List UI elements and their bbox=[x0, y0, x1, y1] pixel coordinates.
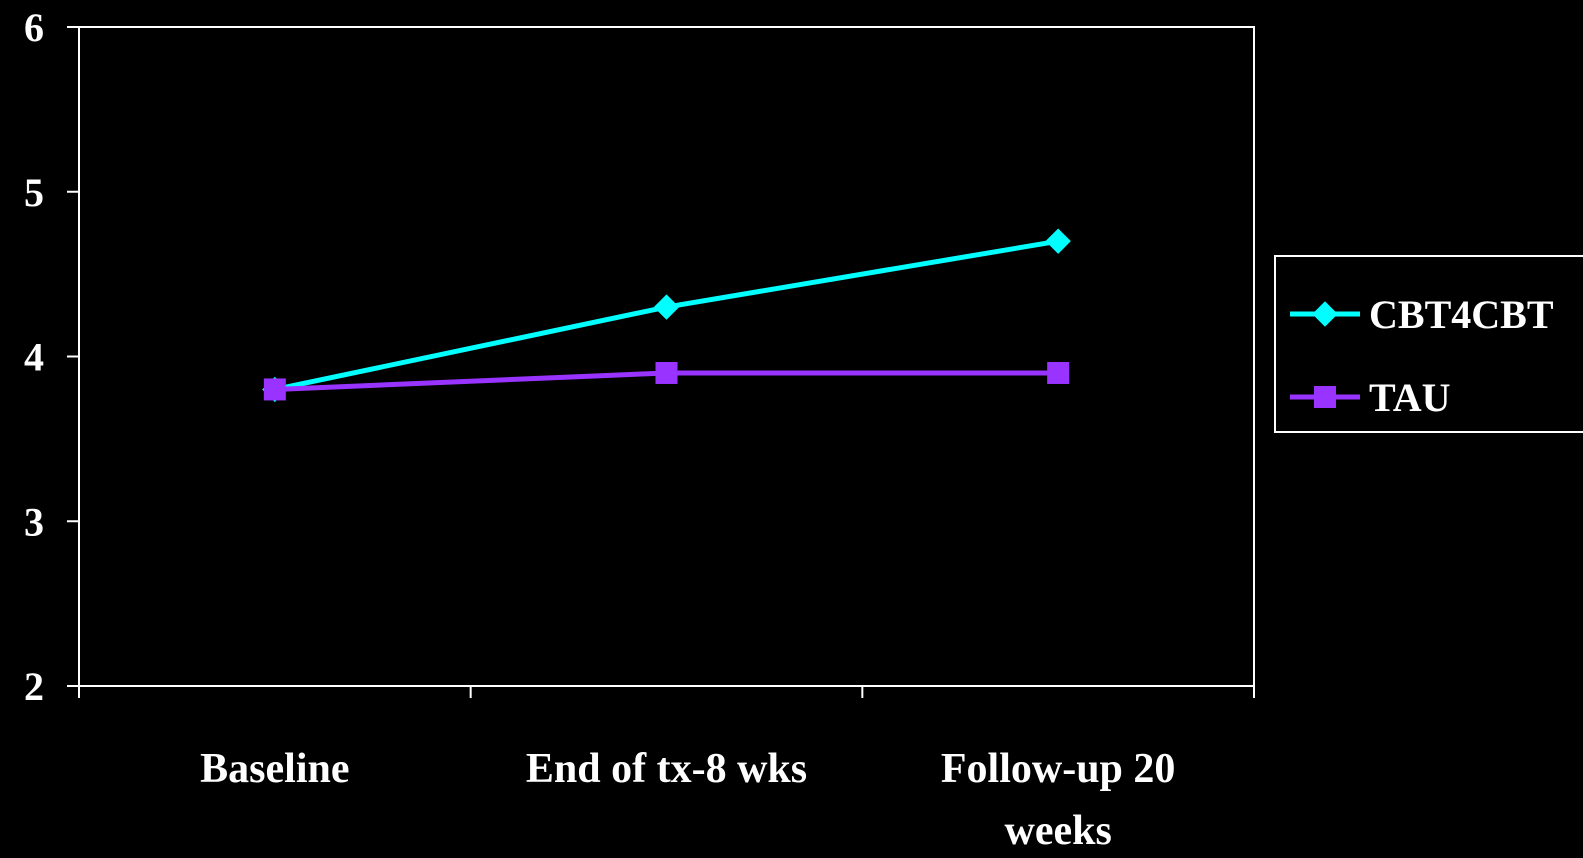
data-point-marker bbox=[1045, 228, 1071, 254]
y-tick-label: 6 bbox=[24, 5, 44, 50]
x-category-label: Baseline bbox=[200, 746, 349, 792]
legend: CBT4CBT TAU bbox=[1274, 255, 1583, 433]
y-tick-label: 4 bbox=[24, 335, 44, 380]
x-category-label-line: Follow-up 20 bbox=[941, 746, 1176, 792]
plot-area bbox=[78, 26, 1255, 687]
y-tick-label: 3 bbox=[24, 499, 44, 544]
legend-item: TAU bbox=[1290, 375, 1450, 420]
legend-swatch-marker bbox=[1314, 386, 1336, 408]
x-category-label: End of tx-8 wks bbox=[526, 746, 807, 792]
x-category-label-line: weeks bbox=[1005, 808, 1112, 854]
data-point-marker bbox=[263, 378, 286, 401]
data-point-marker bbox=[655, 361, 678, 384]
legend-item: CBT4CBT bbox=[1290, 292, 1554, 337]
series-tau bbox=[263, 361, 1070, 401]
series-layer bbox=[262, 228, 1071, 403]
data-point-marker bbox=[1047, 361, 1070, 384]
y-axis: 2 3 4 5 6 bbox=[24, 5, 79, 709]
x-axis: Baseline End of tx-8 wks Follow-up 20 weeks bbox=[78, 686, 1255, 854]
y-tick-label: 2 bbox=[24, 664, 44, 709]
legend-swatch-marker bbox=[1312, 301, 1338, 327]
legend-label: TAU bbox=[1369, 375, 1450, 420]
x-category-label-line: Baseline bbox=[200, 746, 349, 792]
x-category-label: Follow-up 20 weeks bbox=[941, 746, 1176, 854]
x-category-label-line: End of tx-8 wks bbox=[526, 746, 807, 792]
data-point-marker bbox=[653, 294, 680, 320]
y-tick-label: 5 bbox=[24, 170, 44, 215]
legend-label: CBT4CBT bbox=[1369, 292, 1554, 337]
